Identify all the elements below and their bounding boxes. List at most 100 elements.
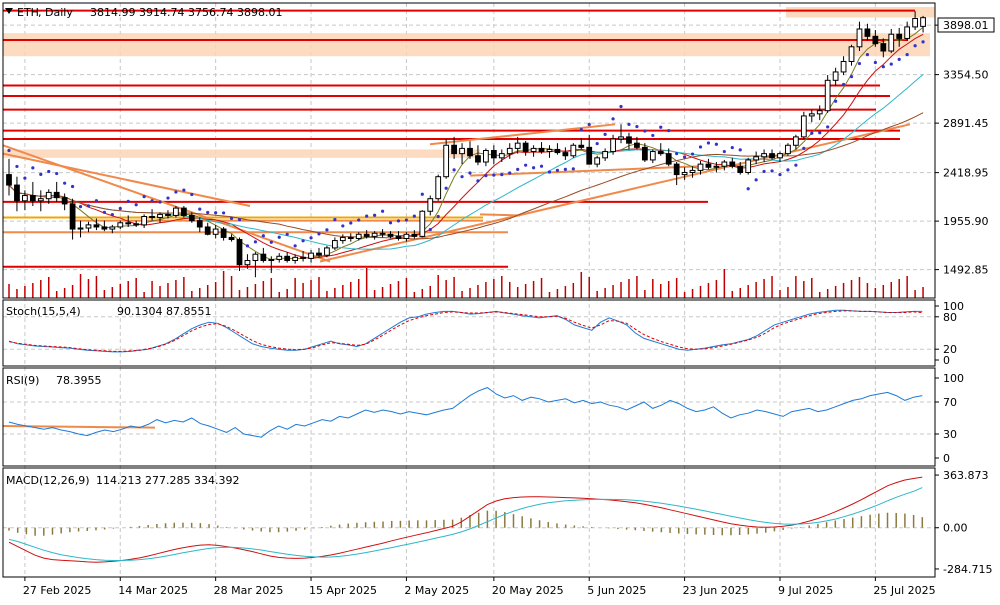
candle-body (316, 252, 322, 256)
candle-body (443, 144, 450, 178)
candle-body (220, 228, 227, 238)
candle-body (331, 240, 338, 249)
candle-body (196, 220, 203, 228)
candle-body (586, 146, 593, 165)
candle-body (475, 155, 481, 163)
sar-dot (39, 172, 43, 176)
sar-dot (349, 221, 353, 225)
sar-dot (857, 61, 862, 66)
sar-dot (317, 232, 321, 236)
price-tick-label: 3354.50 (943, 69, 989, 82)
sar-dot (174, 190, 178, 194)
sar-dot (341, 224, 345, 228)
candle-body (570, 144, 577, 157)
sar-dot (206, 210, 210, 215)
candle-body (864, 28, 871, 37)
sar-dot (587, 122, 591, 127)
candle-body (816, 110, 823, 115)
macd-values: 114.213 277.285 334.392 (96, 474, 239, 487)
sar-dot (110, 213, 114, 217)
volume-bars (8, 268, 924, 298)
sar-dot (118, 206, 122, 211)
panel-frame-main (2, 2, 936, 299)
sar-dot (778, 172, 782, 177)
candle-body (792, 136, 799, 146)
candle-body (347, 236, 354, 239)
candle-body (904, 26, 911, 39)
sar-dot (412, 214, 416, 218)
sar-dot (881, 65, 885, 69)
candle-body (53, 191, 60, 199)
x-tick-label: 9 Jul 2025 (778, 584, 833, 597)
macd-main-line (8, 476, 923, 563)
sar-dot (500, 172, 504, 177)
sar-dot (190, 192, 194, 197)
rsi-panel: 100 70 30 0 (2, 372, 964, 465)
macd-title: MACD(12,26,9) (6, 474, 90, 487)
candle-body (459, 147, 465, 155)
price-tick-label: 1955.90 (943, 215, 989, 228)
sar-dot (102, 210, 106, 214)
sar-dot (738, 148, 742, 152)
sar-dot (396, 219, 401, 223)
candle-body (634, 142, 640, 148)
indicator-tick-label: 363.873 (943, 469, 989, 482)
candle-body (387, 233, 394, 237)
sar-dot (524, 163, 528, 167)
sar-dot (325, 228, 329, 232)
sar-dot (452, 168, 456, 172)
ohlc-readout: 3814.99 3914.74 3756.74 3898.01 (90, 6, 282, 19)
sar-dot (166, 196, 170, 200)
sar-dot (269, 240, 273, 244)
candle-body (856, 28, 863, 48)
sar-dot (285, 232, 289, 236)
sar-dot (309, 236, 313, 240)
support-zone (3, 33, 930, 57)
sar-dot (834, 99, 838, 103)
sar-dot (826, 125, 830, 129)
stoch-title: Stoch(15,5,4) (6, 305, 81, 318)
candle-body (252, 253, 259, 261)
candle-body (419, 210, 426, 237)
chevron-down-icon[interactable] (5, 8, 13, 14)
sar-dot (690, 152, 695, 156)
sar-dot (198, 207, 202, 211)
stoch-main-line (8, 309, 923, 353)
candle-body (173, 207, 179, 216)
candle-body (188, 214, 195, 222)
sar-dot (420, 192, 424, 196)
sar-dot (547, 170, 552, 174)
x-tick-label: 28 Mar 2025 (214, 584, 284, 597)
candle-body (339, 236, 346, 242)
candle-body (308, 252, 314, 259)
candle-body (101, 226, 108, 230)
sar-dot (94, 199, 99, 203)
candle-body (61, 197, 68, 205)
last-price-label: 3898.01 (943, 19, 989, 32)
candle-body (705, 163, 712, 168)
x-tick-label: 15 Apr 2025 (309, 584, 377, 597)
candle-body (522, 142, 529, 153)
candle-body (506, 147, 513, 155)
candle-body (276, 255, 283, 260)
candle-body (411, 233, 418, 237)
candle-body (737, 165, 744, 173)
macd-panel: 363.873 0.00 -284.715 (3, 469, 992, 576)
sar-dot (55, 171, 59, 176)
sar-dot (428, 227, 432, 232)
candle-body (109, 226, 116, 230)
candle-body (785, 144, 791, 155)
sar-dot (627, 122, 631, 126)
sar-dot (182, 188, 186, 192)
indicator-tick-label: 70 (943, 396, 957, 409)
sar-dot (23, 176, 27, 180)
x-tick-label: 27 Feb 2025 (23, 584, 91, 597)
trend-line (469, 165, 701, 177)
sar-dot (555, 168, 560, 173)
candle-body (729, 161, 736, 167)
support-resistance-zones (3, 7, 935, 158)
candle-body (848, 46, 855, 62)
candle-body (546, 148, 553, 153)
